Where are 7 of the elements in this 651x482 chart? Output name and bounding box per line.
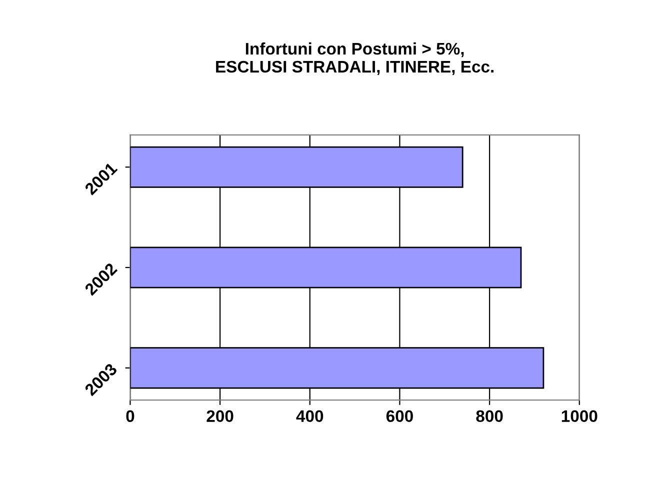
x-tick-label: 200 (206, 410, 234, 422)
x-tick-label: 400 (296, 410, 324, 422)
x-tick-label: 1000 (562, 410, 598, 422)
chart-title: Infortuni con Postumi > 5%, ESCLUSI STRADALI, ITINERE, Ecc. (216, 42, 494, 76)
x-tick-label: 800 (476, 410, 503, 422)
x-tick-label: 0 (126, 410, 134, 422)
x-tick-label: 600 (386, 410, 413, 422)
